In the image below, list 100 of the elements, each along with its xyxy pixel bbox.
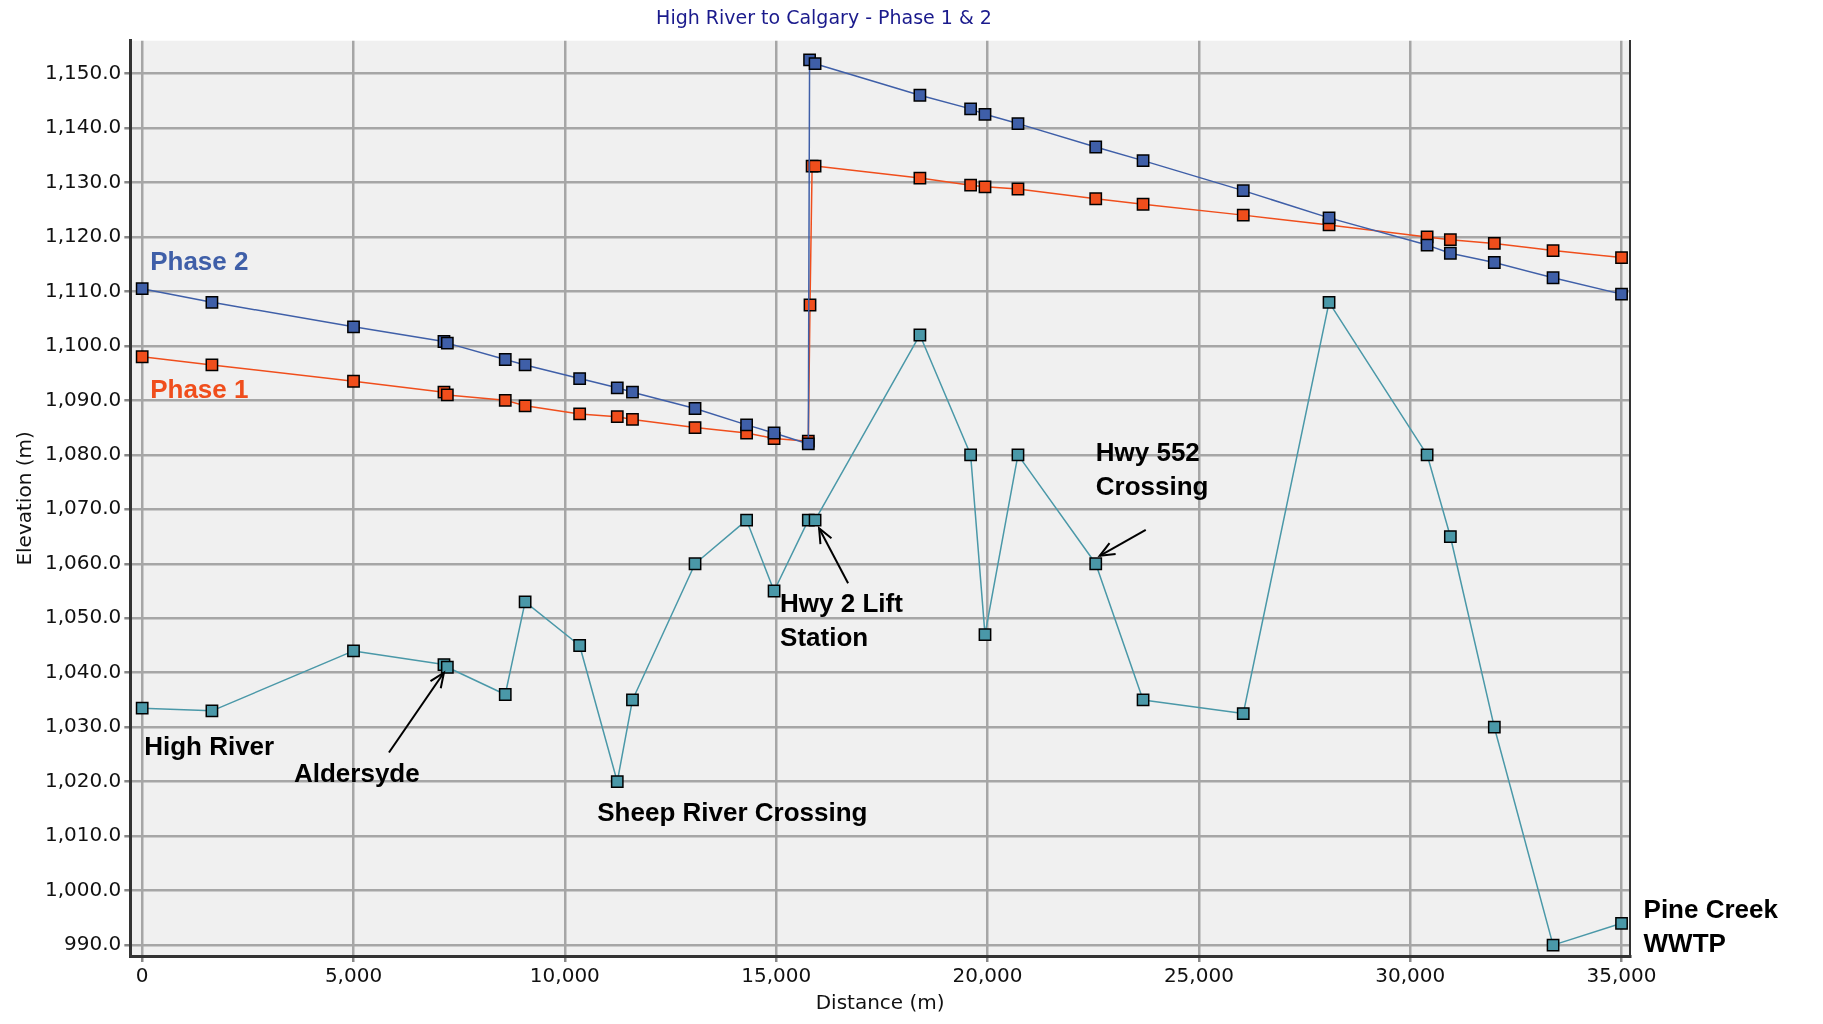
point bbox=[1487, 720, 1501, 734]
x-tick-label: 0 bbox=[135, 963, 149, 988]
point bbox=[740, 418, 754, 432]
x-tick-label: 25,000 bbox=[1163, 963, 1234, 988]
point bbox=[1615, 251, 1628, 265]
point bbox=[913, 328, 927, 342]
y-tick-label: 1,000.0 bbox=[44, 876, 122, 901]
point bbox=[498, 353, 512, 366]
annotation: Pine Creek WWTP bbox=[1643, 894, 1779, 959]
y-tick-label: 1,110.0 bbox=[44, 277, 122, 302]
point bbox=[518, 358, 532, 372]
point bbox=[1011, 448, 1025, 462]
point bbox=[135, 282, 149, 296]
point bbox=[1443, 233, 1457, 247]
annotation: Hwy 552 Crossing bbox=[1095, 436, 1209, 501]
point bbox=[498, 393, 512, 407]
point bbox=[135, 701, 149, 715]
point bbox=[573, 639, 587, 652]
series-label: Phase 1 bbox=[150, 373, 249, 404]
y-tick-label: 1,050.0 bbox=[44, 604, 122, 629]
point bbox=[1136, 197, 1150, 211]
y-tick-label: 1,010.0 bbox=[44, 822, 122, 847]
y-tick-label: 1,100.0 bbox=[44, 332, 122, 357]
chart-title: High River to Calgary - Phase 1 & 2 bbox=[656, 6, 992, 29]
point bbox=[1443, 246, 1457, 260]
point bbox=[610, 381, 624, 395]
point bbox=[1089, 192, 1103, 206]
x-tick-label: 15,000 bbox=[741, 963, 812, 988]
point bbox=[688, 421, 702, 434]
y-tick-label: 990.0 bbox=[64, 931, 122, 956]
point bbox=[573, 372, 587, 385]
series-label: Phase 2 bbox=[150, 245, 249, 276]
point bbox=[1615, 916, 1628, 930]
point bbox=[205, 295, 219, 309]
y-axis-title: Elevation (m) bbox=[12, 431, 37, 566]
y-tick-label: 1,040.0 bbox=[44, 658, 122, 683]
y-tick-label: 1,140.0 bbox=[44, 114, 122, 139]
y-tick-label: 1,020.0 bbox=[44, 767, 122, 792]
x-axis-title: Distance (m) bbox=[815, 990, 945, 1015]
point bbox=[518, 595, 532, 609]
point bbox=[1089, 140, 1103, 154]
x-tick-label: 30,000 bbox=[1375, 963, 1446, 988]
point bbox=[1089, 557, 1103, 571]
point bbox=[1420, 448, 1434, 462]
annotation: Hwy 2 Lift Station bbox=[780, 588, 904, 653]
point bbox=[978, 107, 992, 121]
x-tick-label: 35,000 bbox=[1586, 963, 1657, 988]
point bbox=[808, 513, 822, 527]
point bbox=[1443, 530, 1457, 543]
y-tick-label: 1,030.0 bbox=[44, 713, 122, 738]
point bbox=[347, 374, 360, 388]
point bbox=[964, 178, 978, 192]
point bbox=[978, 180, 992, 194]
annotation: Sheep River Crossing bbox=[597, 796, 868, 827]
point bbox=[913, 88, 927, 102]
point bbox=[1322, 295, 1336, 309]
point bbox=[205, 704, 219, 718]
point bbox=[1546, 938, 1560, 952]
point bbox=[913, 171, 927, 185]
x-tick-label: 5,000 bbox=[324, 963, 383, 988]
point bbox=[610, 775, 624, 789]
point bbox=[1236, 184, 1250, 198]
point bbox=[1615, 287, 1628, 301]
point bbox=[626, 693, 639, 707]
point bbox=[347, 320, 360, 334]
point bbox=[610, 410, 624, 424]
point bbox=[1322, 211, 1336, 225]
point bbox=[964, 102, 978, 116]
point bbox=[1420, 238, 1434, 252]
point bbox=[1546, 244, 1560, 257]
y-tick-label: 1,070.0 bbox=[44, 495, 122, 520]
annotation: High River bbox=[144, 731, 275, 762]
point bbox=[498, 688, 512, 701]
point bbox=[626, 385, 639, 399]
point bbox=[518, 399, 532, 413]
point bbox=[978, 628, 992, 641]
point bbox=[740, 513, 754, 527]
point bbox=[1487, 237, 1501, 250]
point bbox=[1236, 707, 1250, 720]
point bbox=[1487, 256, 1501, 269]
point bbox=[135, 350, 149, 364]
point bbox=[964, 448, 978, 462]
point bbox=[626, 413, 639, 426]
point bbox=[1136, 154, 1150, 168]
y-tick-label: 1,130.0 bbox=[44, 168, 122, 193]
point bbox=[1236, 208, 1250, 222]
point bbox=[347, 644, 360, 658]
y-tick-label: 1,090.0 bbox=[44, 386, 122, 411]
y-tick-label: 1,060.0 bbox=[44, 549, 122, 574]
y-tick-label: 1,080.0 bbox=[44, 441, 122, 466]
x-tick-label: 20,000 bbox=[952, 963, 1023, 988]
point bbox=[1546, 271, 1560, 285]
point bbox=[688, 557, 702, 571]
point bbox=[1011, 117, 1025, 131]
annotation: Aldersyde bbox=[293, 757, 420, 788]
point bbox=[808, 57, 822, 71]
x-tick-label: 10,000 bbox=[529, 963, 600, 988]
y-tick-label: 1,150.0 bbox=[44, 59, 122, 84]
point bbox=[688, 402, 702, 415]
point bbox=[573, 407, 587, 421]
